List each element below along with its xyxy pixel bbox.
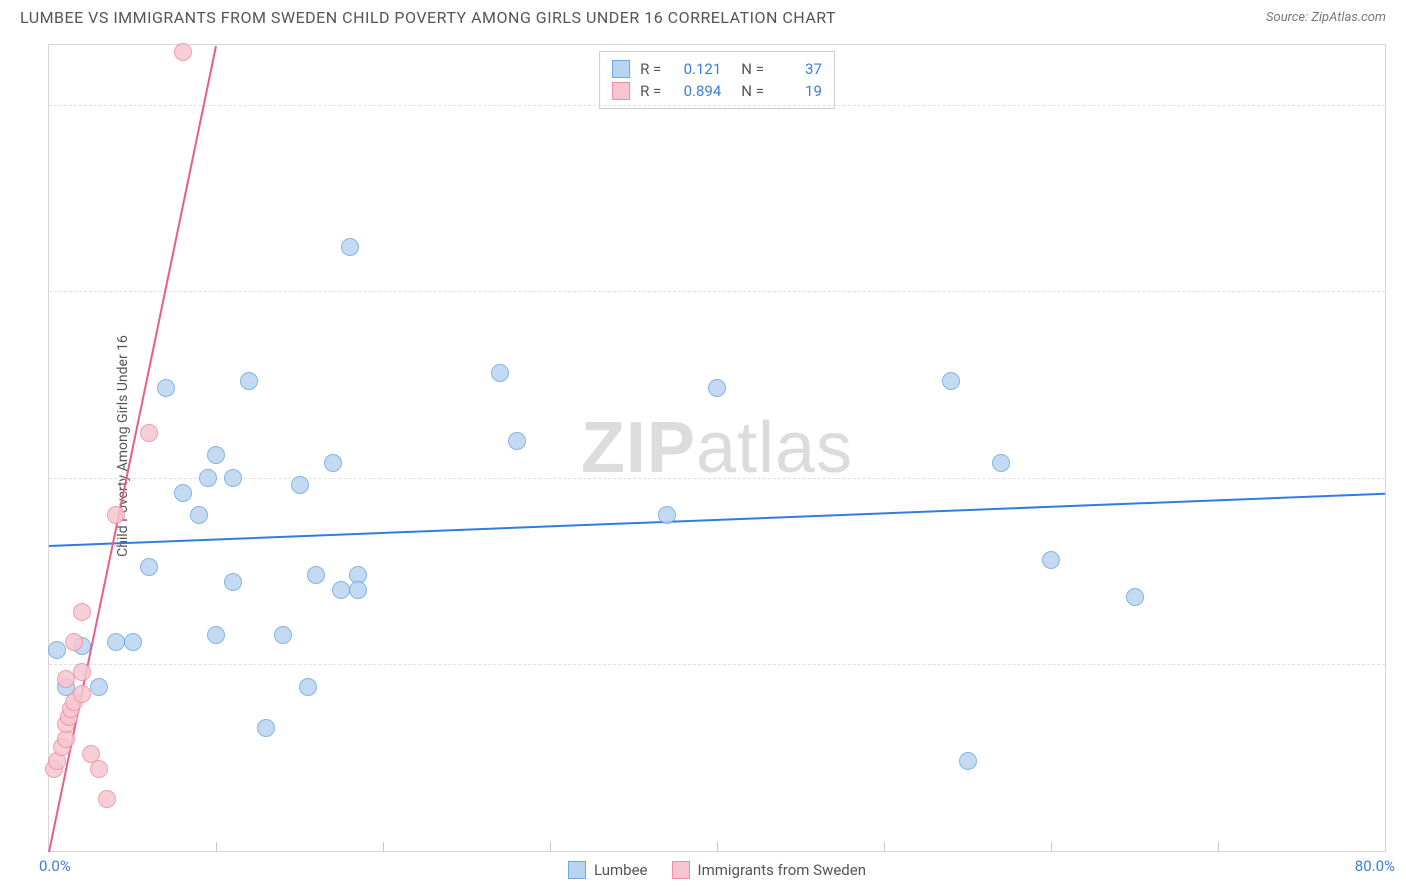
data-point bbox=[324, 454, 342, 472]
chart-source: Source: ZipAtlas.com bbox=[1266, 10, 1386, 25]
legend-label: Lumbee bbox=[594, 861, 648, 879]
x-tick bbox=[216, 842, 217, 852]
gridline-h bbox=[49, 664, 1385, 665]
data-point bbox=[341, 238, 359, 256]
data-point bbox=[82, 745, 100, 763]
watermark: ZIPatlas bbox=[581, 407, 853, 489]
y-tick-label: 100.0% bbox=[1395, 96, 1406, 114]
chart-header: LUMBEE VS IMMIGRANTS FROM SWEDEN CHILD P… bbox=[0, 0, 1406, 31]
legend-series: Lumbee Immigrants from Sweden bbox=[568, 861, 866, 879]
data-point bbox=[57, 670, 75, 688]
data-point bbox=[1126, 588, 1144, 606]
legend-label: Immigrants from Sweden bbox=[698, 861, 866, 879]
data-point bbox=[98, 790, 116, 808]
y-tick-label: 25.0% bbox=[1395, 655, 1406, 673]
data-point bbox=[708, 379, 726, 397]
x-tick bbox=[550, 842, 551, 852]
data-point bbox=[332, 581, 350, 599]
x-tick bbox=[1218, 842, 1219, 852]
gridline-h bbox=[49, 291, 1385, 292]
data-point bbox=[992, 454, 1010, 472]
data-point bbox=[174, 484, 192, 502]
data-point bbox=[299, 678, 317, 696]
data-point bbox=[73, 685, 91, 703]
gridline-h bbox=[49, 105, 1385, 106]
data-point bbox=[107, 506, 125, 524]
legend-swatch bbox=[568, 861, 586, 879]
data-point bbox=[240, 372, 258, 390]
legend-item: Lumbee bbox=[568, 861, 648, 879]
chart-title: LUMBEE VS IMMIGRANTS FROM SWEDEN CHILD P… bbox=[20, 8, 836, 27]
legend-swatch bbox=[612, 82, 630, 100]
data-point bbox=[140, 558, 158, 576]
legend-stats-row: R =0.121N =37 bbox=[612, 58, 822, 80]
data-point bbox=[48, 641, 66, 659]
data-point bbox=[140, 424, 158, 442]
data-point bbox=[73, 603, 91, 621]
chart-plot-area: ZIPatlas R =0.121N =37R =0.894N =19 0.0%… bbox=[48, 44, 1386, 852]
data-point bbox=[224, 573, 242, 591]
x-axis-min-label: 0.0% bbox=[39, 857, 71, 875]
data-point bbox=[90, 678, 108, 696]
legend-stats: R =0.121N =37R =0.894N =19 bbox=[599, 51, 835, 109]
data-point bbox=[491, 364, 509, 382]
data-point bbox=[73, 663, 91, 681]
data-point bbox=[942, 372, 960, 390]
data-point bbox=[959, 752, 977, 770]
legend-swatch bbox=[612, 60, 630, 78]
data-point bbox=[207, 446, 225, 464]
data-point bbox=[107, 633, 125, 651]
y-tick-label: 50.0% bbox=[1395, 469, 1406, 487]
trend-line bbox=[48, 46, 217, 852]
legend-swatch bbox=[672, 861, 690, 879]
data-point bbox=[157, 379, 175, 397]
data-point bbox=[307, 566, 325, 584]
data-point bbox=[199, 469, 217, 487]
legend-item: Immigrants from Sweden bbox=[672, 861, 866, 879]
data-point bbox=[174, 43, 192, 61]
data-point bbox=[658, 506, 676, 524]
x-tick bbox=[1051, 842, 1052, 852]
data-point bbox=[207, 626, 225, 644]
data-point bbox=[1042, 551, 1060, 569]
data-point bbox=[349, 581, 367, 599]
legend-stats-row: R =0.894N =19 bbox=[612, 80, 822, 102]
x-tick bbox=[717, 842, 718, 852]
data-point bbox=[65, 633, 83, 651]
x-tick bbox=[884, 842, 885, 852]
trend-line bbox=[49, 493, 1385, 547]
data-point bbox=[124, 633, 142, 651]
data-point bbox=[190, 506, 208, 524]
data-point bbox=[257, 719, 275, 737]
data-point bbox=[274, 626, 292, 644]
data-point bbox=[224, 469, 242, 487]
y-tick-label: 75.0% bbox=[1395, 282, 1406, 300]
x-axis-max-label: 80.0% bbox=[1355, 857, 1395, 875]
gridline-h bbox=[49, 478, 1385, 479]
data-point bbox=[508, 432, 526, 450]
x-tick bbox=[383, 842, 384, 852]
data-point bbox=[291, 476, 309, 494]
